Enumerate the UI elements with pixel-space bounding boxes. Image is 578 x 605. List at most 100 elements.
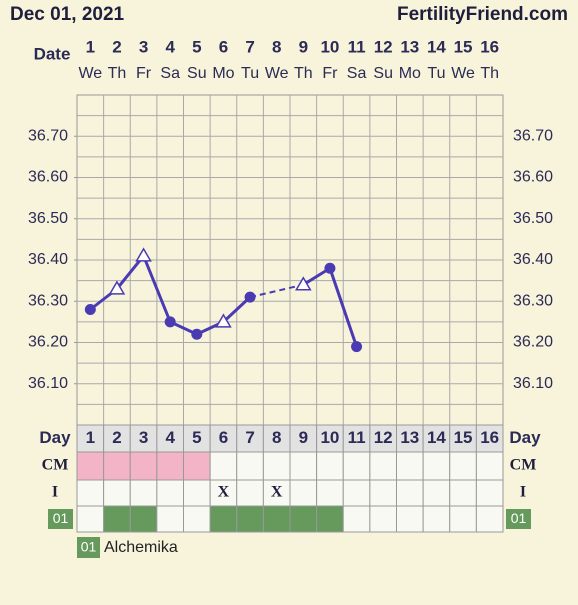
day-number: 14 bbox=[427, 37, 446, 56]
i-cell bbox=[76, 479, 105, 507]
cm-cell bbox=[156, 451, 184, 481]
i-cell bbox=[129, 479, 158, 507]
code-row-label-box bbox=[48, 509, 73, 529]
day-cell bbox=[316, 424, 344, 453]
y-tick-label: 36.10 bbox=[28, 375, 68, 392]
weekday: Fr bbox=[322, 65, 338, 82]
day-cell-number: 15 bbox=[454, 428, 473, 447]
y-tick-label-right: 36.60 bbox=[513, 169, 553, 186]
cm-cell bbox=[183, 451, 211, 481]
y-tick-label: 36.40 bbox=[28, 251, 68, 268]
y-tick-label-right: 36.30 bbox=[513, 292, 553, 309]
triangle-marker bbox=[215, 313, 232, 328]
cm-cell bbox=[209, 451, 238, 481]
y-tick-label: 36.60 bbox=[28, 169, 68, 186]
y-tick-label-right: 36.20 bbox=[513, 334, 553, 351]
i-cell bbox=[396, 479, 424, 507]
day-row-label-right: Day bbox=[509, 428, 541, 447]
day-cell-number: 6 bbox=[219, 428, 228, 447]
i-cell bbox=[316, 479, 344, 507]
code-cell bbox=[262, 505, 291, 533]
i-row-label-right: I bbox=[520, 484, 526, 501]
day-number: 2 bbox=[112, 37, 121, 56]
i-cell bbox=[209, 479, 238, 507]
gap-line bbox=[249, 283, 304, 299]
weekday: Sa bbox=[347, 65, 367, 82]
code-cell bbox=[289, 505, 318, 533]
cm-cell bbox=[449, 451, 477, 481]
day-cell-number: 11 bbox=[348, 428, 366, 447]
date-title: Dec 01, 2021 bbox=[10, 4, 125, 25]
day-number: 5 bbox=[192, 37, 201, 56]
i-cell bbox=[369, 479, 397, 507]
day-cell bbox=[156, 424, 184, 453]
day-cell bbox=[475, 424, 504, 453]
y-tick-label: 36.30 bbox=[28, 292, 68, 309]
code-cell bbox=[103, 505, 131, 533]
day-number: 8 bbox=[272, 37, 281, 56]
legend-name: Alchemika bbox=[104, 539, 178, 556]
cm-cell bbox=[236, 451, 264, 481]
code-cell bbox=[369, 505, 397, 533]
day-cell-number: 3 bbox=[139, 428, 148, 447]
code-cell bbox=[422, 505, 451, 533]
weekday: Mo bbox=[399, 65, 421, 82]
y-tick-label-right: 36.40 bbox=[513, 251, 553, 268]
cm-cell bbox=[369, 451, 397, 481]
cm-cell bbox=[262, 451, 291, 481]
cm-cell bbox=[76, 451, 105, 481]
cm-cell bbox=[475, 451, 504, 481]
y-tick-label: 36.70 bbox=[28, 127, 68, 144]
day-number: 9 bbox=[299, 37, 308, 56]
code-cell bbox=[449, 505, 477, 533]
cm-cell bbox=[316, 451, 344, 481]
day-cell bbox=[236, 424, 264, 453]
day-cell bbox=[289, 424, 318, 453]
day-cell-number: 7 bbox=[245, 428, 254, 447]
i-cell bbox=[475, 479, 504, 507]
day-cell bbox=[103, 424, 131, 453]
code-cell bbox=[396, 505, 424, 533]
day-cell-number: 16 bbox=[480, 428, 499, 447]
cm-cell bbox=[289, 451, 318, 481]
day-number: 13 bbox=[400, 37, 419, 56]
i-mark: X bbox=[271, 484, 283, 501]
code-cell bbox=[156, 505, 184, 533]
i-cell bbox=[342, 479, 371, 507]
day-cell-number: 9 bbox=[299, 428, 308, 447]
i-cell bbox=[449, 479, 477, 507]
day-cell-number: 4 bbox=[165, 428, 175, 447]
triangle-marker bbox=[295, 276, 312, 291]
day-number: 1 bbox=[86, 37, 95, 56]
y-tick-label: 36.50 bbox=[28, 210, 68, 227]
site-title: FertilityFriend.com bbox=[397, 4, 568, 25]
cm-cell bbox=[129, 451, 158, 481]
code-cell bbox=[183, 505, 211, 533]
i-cell bbox=[289, 479, 318, 507]
legend-swatch bbox=[77, 537, 100, 558]
i-row-label: I bbox=[52, 484, 58, 501]
triangle-marker bbox=[108, 280, 126, 295]
code-cell bbox=[236, 505, 264, 533]
y-tick-label-right: 36.10 bbox=[513, 375, 553, 392]
day-number: 15 bbox=[454, 37, 473, 56]
i-cell bbox=[236, 479, 264, 507]
day-cell bbox=[342, 424, 371, 453]
code-cell bbox=[342, 505, 371, 533]
day-cell bbox=[209, 424, 238, 453]
day-number: 3 bbox=[139, 37, 148, 56]
triangle-marker bbox=[135, 247, 152, 262]
day-row-label: Day bbox=[39, 428, 71, 447]
day-cell-number: 2 bbox=[112, 428, 121, 447]
y-tick-label: 36.20 bbox=[28, 334, 68, 351]
weekday: Su bbox=[373, 65, 393, 82]
circle-marker bbox=[191, 328, 203, 340]
weekday: We bbox=[78, 65, 102, 82]
weekday: Tu bbox=[241, 65, 259, 82]
day-number: 10 bbox=[320, 37, 339, 56]
code-cell bbox=[129, 505, 158, 533]
day-number: 6 bbox=[219, 37, 228, 56]
weekday: We bbox=[451, 65, 475, 82]
